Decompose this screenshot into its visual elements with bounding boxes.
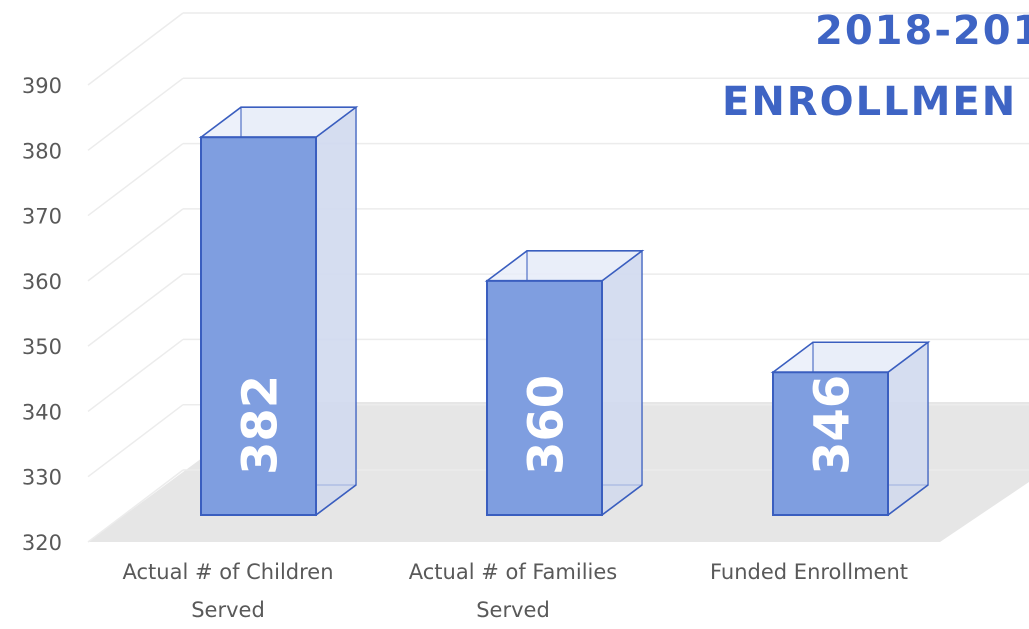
gridline-slant: [87, 77, 184, 151]
x-tick-label: Served: [191, 598, 265, 622]
chart-title-line-2: ENROLLMEN: [722, 79, 1017, 125]
bar-edge: [887, 484, 929, 516]
y-tick-label: 390: [22, 74, 62, 98]
chart-title-line-1: 2018-201: [815, 8, 1029, 54]
bar: 346: [770, 341, 931, 517]
gridline-slant: [87, 208, 184, 282]
y-tick-label: 350: [22, 335, 62, 359]
y-tick-label: 370: [22, 205, 62, 229]
bar-front-face: [200, 136, 317, 516]
x-tick-label: Actual # of Families: [409, 560, 618, 584]
bar: 382: [198, 106, 359, 517]
bar-edge: [601, 484, 643, 516]
gridline-slant: [87, 338, 184, 413]
y-tick-label: 330: [22, 466, 62, 490]
data-label: 346: [805, 375, 861, 475]
y-tick-label: 340: [22, 400, 62, 424]
data-label: 382: [233, 375, 289, 475]
gridline-slant: [87, 142, 184, 217]
bar-front-face: [486, 279, 603, 516]
y-tick-label: 360: [22, 270, 62, 294]
gridline-slant: [87, 273, 184, 347]
gridline-slant: [87, 469, 184, 543]
x-tick-label: Served: [476, 598, 550, 622]
bar-edge: [315, 484, 357, 516]
bar-side-face: [601, 249, 643, 517]
y-tick-label: 320: [22, 531, 62, 555]
bar-front-face: [772, 371, 889, 516]
gridline-slant: [87, 12, 184, 86]
x-tick-label: Actual # of Children: [122, 560, 333, 584]
x-tick-label: Funded Enrollment: [710, 560, 908, 584]
bar-side-face: [315, 106, 357, 517]
data-label: 360: [519, 375, 575, 475]
gridline-slant: [87, 404, 184, 478]
y-tick-label: 380: [22, 139, 62, 163]
bar: 360: [484, 249, 645, 517]
